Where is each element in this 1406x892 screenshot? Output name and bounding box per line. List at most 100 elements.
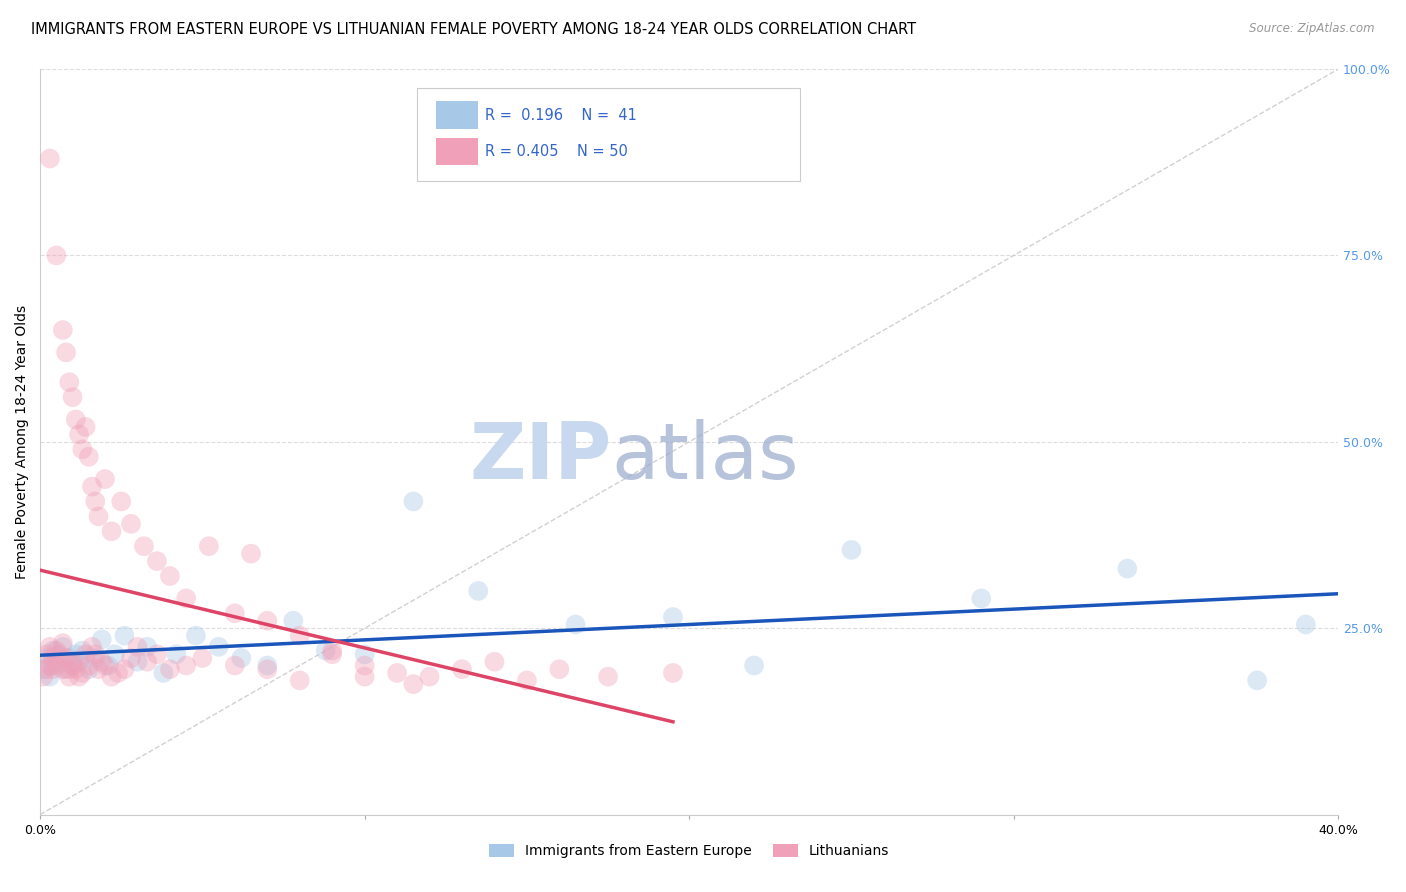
Point [77, 662, 100, 676]
Point [256, 614, 278, 628]
Point [94, 658, 117, 673]
Point [467, 583, 489, 598]
Point [256, 662, 278, 676]
Point [52, 640, 75, 654]
Point [174, 591, 197, 606]
Point [35, 662, 58, 676]
Point [45, 643, 67, 657]
FancyBboxPatch shape [416, 87, 800, 181]
Point [402, 494, 425, 508]
Point [224, 658, 246, 673]
Point [136, 640, 159, 654]
Y-axis label: Female Poverty Among 18-24 Year Olds: Female Poverty Among 18-24 Year Olds [15, 305, 30, 579]
FancyBboxPatch shape [436, 137, 478, 165]
Point [104, 648, 127, 662]
Point [52, 636, 75, 650]
Point [52, 323, 75, 337]
Point [136, 655, 159, 669]
Point [80, 479, 103, 493]
Point [288, 629, 311, 643]
Point [32, 662, 55, 676]
Point [451, 662, 474, 676]
Point [288, 673, 311, 688]
Point [42, 658, 65, 673]
Point [62, 655, 84, 669]
Point [32, 670, 55, 684]
Point [65, 662, 87, 676]
Point [120, 516, 142, 531]
Point [184, 629, 207, 643]
Point [58, 375, 80, 389]
Point [564, 617, 586, 632]
Point [62, 658, 84, 673]
Point [65, 648, 87, 662]
Text: R =  0.196    N =  41: R = 0.196 N = 41 [485, 108, 637, 123]
Point [315, 643, 337, 657]
Point [87, 662, 110, 676]
Point [353, 670, 375, 684]
Point [75, 648, 97, 662]
Point [72, 665, 94, 680]
Point [132, 539, 155, 553]
Point [516, 673, 538, 688]
Point [841, 543, 863, 558]
Point [548, 662, 571, 676]
Point [67, 670, 90, 684]
Point [84, 494, 107, 508]
Point [35, 648, 58, 662]
Legend: Immigrants from Eastern Europe, Lithuanians: Immigrants from Eastern Europe, Lithuani… [484, 838, 894, 863]
Point [165, 648, 187, 662]
Point [224, 607, 246, 621]
Point [90, 632, 112, 647]
Point [55, 662, 77, 676]
Point [84, 648, 107, 662]
Point [419, 670, 441, 684]
Point [207, 640, 229, 654]
Point [114, 629, 136, 643]
Point [353, 658, 375, 673]
Point [198, 539, 221, 553]
Point [72, 442, 94, 457]
Point [321, 648, 343, 662]
Point [191, 651, 214, 665]
Point [84, 651, 107, 665]
Point [596, 670, 619, 684]
Point [45, 248, 67, 262]
Point [174, 658, 197, 673]
Point [75, 420, 97, 434]
Point [45, 658, 67, 673]
Point [240, 547, 263, 561]
Point [1116, 561, 1139, 575]
Point [67, 427, 90, 442]
Point [353, 648, 375, 662]
Point [58, 651, 80, 665]
Point [42, 643, 65, 657]
Text: Source: ZipAtlas.com: Source: ZipAtlas.com [1250, 22, 1375, 36]
Point [87, 509, 110, 524]
Point [484, 655, 506, 669]
Point [55, 345, 77, 359]
Point [100, 670, 122, 684]
Point [1246, 673, 1268, 688]
Point [100, 524, 122, 539]
Point [107, 665, 129, 680]
Point [67, 655, 90, 669]
Text: ZIP: ZIP [470, 418, 612, 495]
Text: atlas: atlas [612, 418, 799, 495]
Point [58, 670, 80, 684]
Text: R = 0.405    N = 50: R = 0.405 N = 50 [485, 145, 628, 160]
Point [97, 658, 120, 673]
Point [42, 662, 65, 676]
Point [256, 658, 278, 673]
Point [90, 655, 112, 669]
Point [283, 614, 305, 628]
Point [385, 665, 408, 680]
Point [65, 412, 87, 426]
Point [662, 665, 685, 680]
Point [42, 651, 65, 665]
Point [35, 651, 58, 665]
Point [38, 152, 60, 166]
Point [52, 662, 75, 676]
Point [231, 651, 253, 665]
Point [127, 655, 149, 669]
